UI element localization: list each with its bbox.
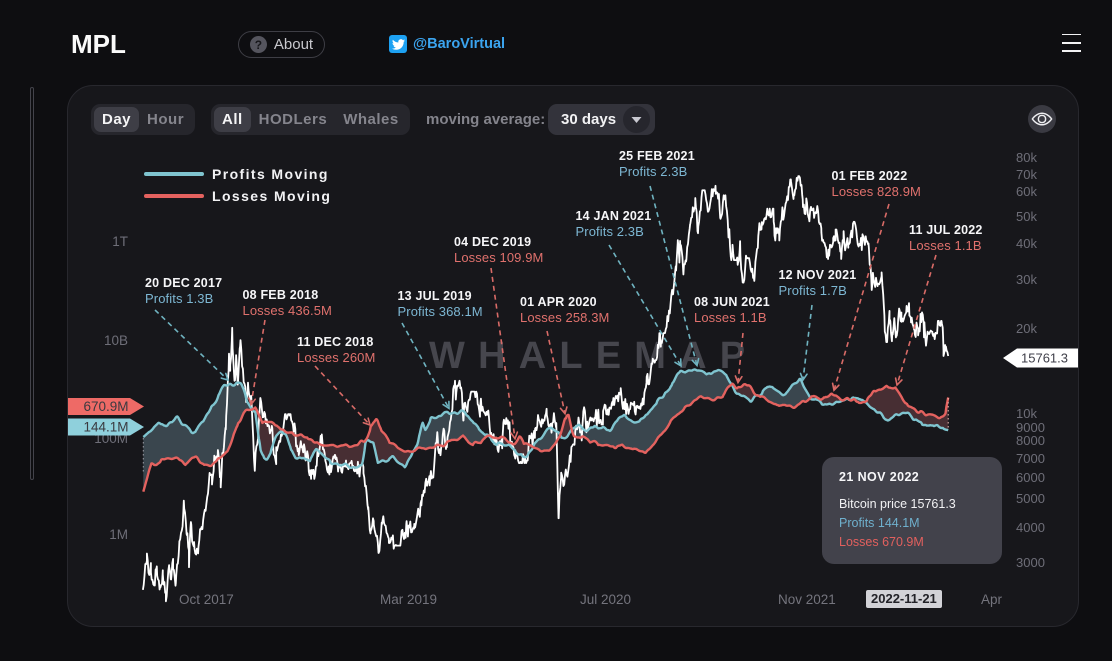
svg-text:144.1M: 144.1M <box>83 420 128 435</box>
svg-text:670.9M: 670.9M <box>83 399 128 414</box>
svg-text:15761.3: 15761.3 <box>1021 351 1068 366</box>
